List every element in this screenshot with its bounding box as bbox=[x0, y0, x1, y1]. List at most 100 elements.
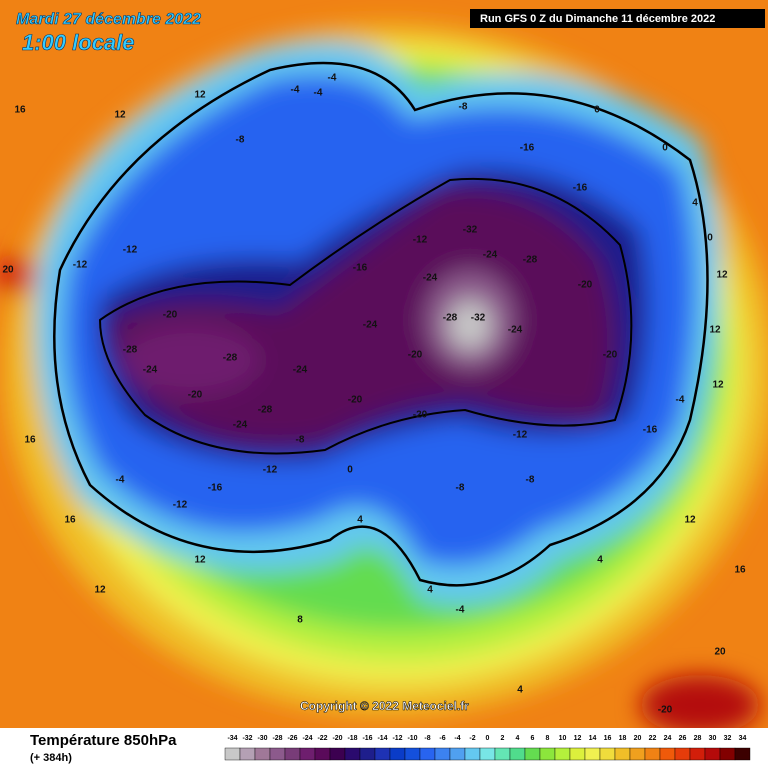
map-label: -28 bbox=[443, 313, 458, 324]
map-label: 12 bbox=[684, 515, 696, 526]
legend-swatch bbox=[239, 747, 256, 761]
legend-tick: -30 bbox=[257, 735, 267, 742]
legend-tick: 16 bbox=[604, 735, 612, 742]
map-label: 4 bbox=[357, 515, 363, 526]
legend-tick: 22 bbox=[649, 735, 657, 742]
map-label: -24 bbox=[363, 320, 378, 331]
legend-swatch bbox=[689, 747, 706, 761]
legend: -34 -32 -30 -28 -26 -24 -22 -20 -18 -16 -14 -12 -10-… bbox=[224, 735, 751, 761]
map-label: 0 bbox=[347, 465, 353, 476]
legend-swatch bbox=[344, 747, 361, 761]
legend-tick: -12 bbox=[392, 735, 402, 742]
map-label: -8 bbox=[296, 435, 305, 446]
map-label: -20 bbox=[603, 350, 618, 361]
legend-tick: 32 bbox=[724, 735, 732, 742]
map-label: 8 bbox=[297, 615, 303, 626]
legend-tick: 24 bbox=[664, 735, 672, 742]
legend-tick: 14 bbox=[589, 735, 597, 742]
legend-tick: 2 bbox=[501, 735, 505, 742]
legend-swatch bbox=[374, 747, 391, 761]
legend-swatch bbox=[719, 747, 736, 761]
legend-tick: -34 bbox=[227, 735, 237, 742]
map-label: 12 bbox=[709, 325, 721, 336]
legend-swatch bbox=[404, 747, 421, 761]
map-label: -28 bbox=[223, 353, 238, 364]
legend-swatch bbox=[314, 747, 331, 761]
map-label: 4 bbox=[517, 685, 523, 696]
run-box bbox=[470, 9, 765, 28]
date: Mardi 27 décembre 2022 bbox=[16, 11, 201, 28]
legend-swatch bbox=[329, 747, 346, 761]
map-label: -16 bbox=[353, 263, 368, 274]
map-label: -8 bbox=[459, 102, 468, 113]
map-label: 20 bbox=[2, 265, 14, 276]
legend-swatch bbox=[419, 747, 436, 761]
legend-swatch bbox=[269, 747, 286, 761]
map-label: -20 bbox=[188, 390, 203, 401]
map-label: -12 bbox=[413, 235, 428, 246]
map-label: -20 bbox=[408, 350, 423, 361]
legend-tick: -24 bbox=[302, 735, 312, 742]
legend-swatch bbox=[644, 747, 661, 761]
legend-swatch bbox=[389, 747, 406, 761]
legend-swatch bbox=[359, 747, 376, 761]
legend-tick: -32 bbox=[242, 735, 252, 742]
legend-tick: 4 bbox=[516, 735, 520, 742]
map-label: -20 bbox=[578, 280, 593, 291]
map-label: -4 bbox=[314, 88, 323, 99]
map-label: -12 bbox=[123, 245, 138, 256]
map-labels: -4 -4 -4 -8 -16 -16 0 0 4 0 12 12 12 -4 -16 -20 -20 -28 -3… bbox=[2, 73, 746, 716]
map-label: -12 bbox=[73, 260, 88, 271]
legend-swatch bbox=[449, 747, 466, 761]
legend-swatch bbox=[434, 747, 451, 761]
legend-tick: -28 bbox=[272, 735, 282, 742]
legend-swatch bbox=[254, 747, 271, 761]
map-label: -16 bbox=[520, 143, 535, 154]
legend-swatch bbox=[479, 747, 496, 761]
map-label: -28 bbox=[523, 255, 538, 266]
legend-tick: 26 bbox=[679, 735, 687, 742]
map-label: 0 bbox=[662, 143, 668, 154]
lead-time: (+ 384h) bbox=[30, 752, 72, 764]
legend-tick: 6 bbox=[531, 735, 535, 742]
map-label: -20 bbox=[163, 310, 178, 321]
map-label: 12 bbox=[716, 270, 728, 281]
legend-tick: -2 bbox=[469, 735, 475, 742]
map-label: 4 bbox=[692, 198, 698, 209]
run: Run GFS 0 Z du Dimanche 11 décembre 2022 bbox=[480, 13, 715, 25]
map-label: 16 bbox=[24, 435, 36, 446]
legend-tick: 18 bbox=[619, 735, 627, 742]
legend-tick: -4 bbox=[454, 735, 460, 742]
legend-swatch bbox=[524, 747, 541, 761]
map-label: 20 bbox=[714, 647, 726, 658]
copyright: Copyright © 2022 Meteociel.fr bbox=[300, 699, 469, 713]
map-label: -24 bbox=[508, 325, 523, 336]
map-label: 0 bbox=[594, 105, 600, 116]
legend-swatch bbox=[494, 747, 511, 761]
legend-tick: -8 bbox=[424, 735, 430, 742]
map-label: -32 bbox=[463, 225, 478, 236]
map-label: 4 bbox=[427, 585, 433, 596]
map-label: -28 bbox=[258, 405, 273, 416]
map-label: 16 bbox=[14, 105, 26, 116]
legend-tick: 28 bbox=[694, 735, 702, 742]
legend-tick: -14 bbox=[377, 735, 387, 742]
map-label: 12 bbox=[194, 90, 206, 101]
legend-swatch bbox=[659, 747, 676, 761]
legend-swatch bbox=[734, 747, 751, 761]
legend-swatch bbox=[674, 747, 691, 761]
map-label: 16 bbox=[64, 515, 76, 526]
footer-title: Température 850hPa bbox=[30, 732, 177, 749]
legend-tick: 8 bbox=[546, 735, 550, 742]
legend-swatch bbox=[584, 747, 601, 761]
legend-swatch bbox=[554, 747, 571, 761]
map-label: 16 bbox=[734, 565, 746, 576]
map-label: 12 bbox=[712, 380, 724, 391]
map-label: -4 bbox=[676, 395, 685, 406]
legend-tick: 12 bbox=[574, 735, 582, 742]
legend-tick: 20 bbox=[634, 735, 642, 742]
map-label: -24 bbox=[293, 365, 308, 376]
legend-tick: 34 bbox=[739, 735, 747, 742]
legend-tick: 30 bbox=[709, 735, 717, 742]
